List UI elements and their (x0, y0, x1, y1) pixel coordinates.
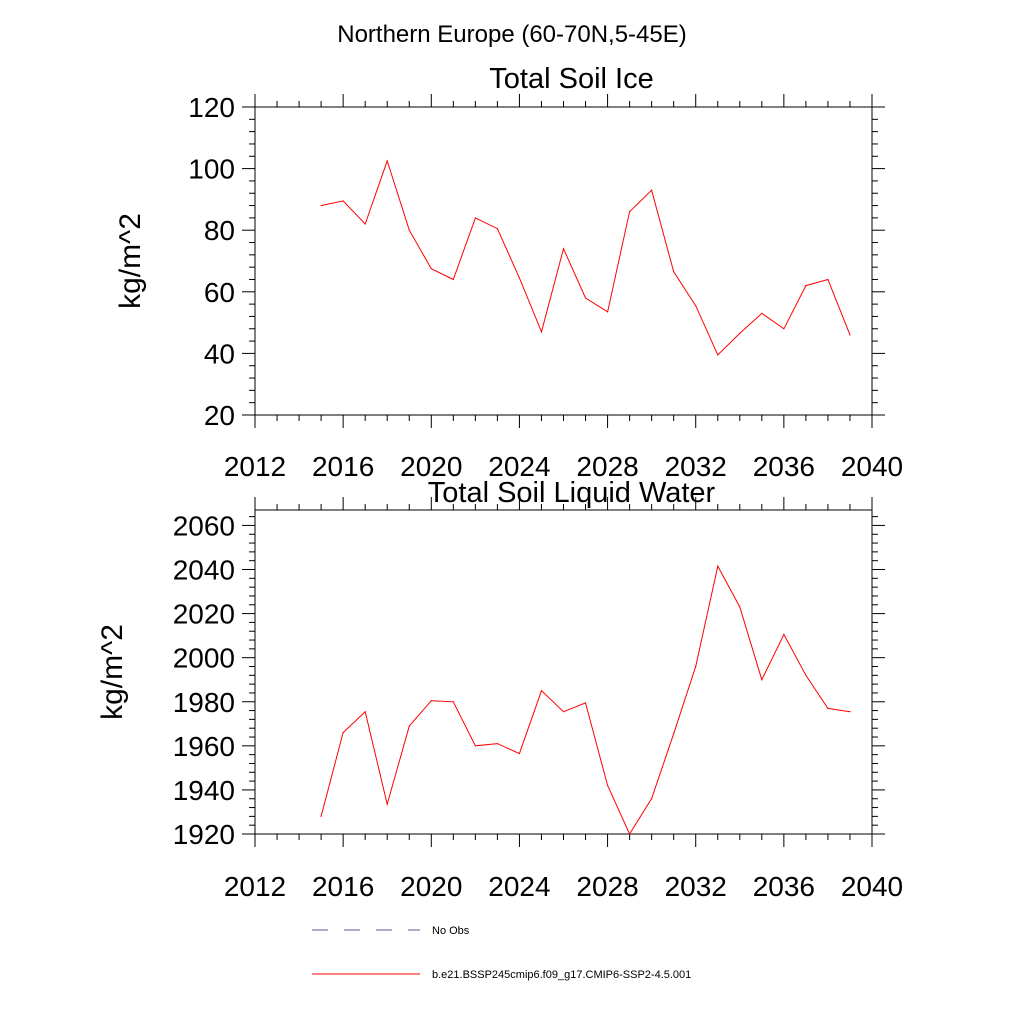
x-tick-label: 2032 (665, 871, 727, 902)
y-axis-label: kg/m^2 (96, 624, 129, 720)
x-tick-label: 2028 (576, 871, 638, 902)
data-point (540, 331, 543, 333)
data-point (717, 565, 719, 567)
data-point (540, 690, 543, 692)
data-point (452, 278, 454, 281)
y-tick-label: 1940 (173, 775, 235, 806)
data-point (584, 297, 587, 299)
x-tick-label: 2040 (841, 451, 903, 482)
y-tick-label: 1980 (173, 687, 235, 718)
data-point (364, 223, 366, 225)
data-point (386, 160, 388, 162)
x-tick-label: 2040 (841, 871, 903, 902)
figure-title: Northern Europe (60-70N,5-45E) (337, 21, 687, 48)
data-point (695, 665, 697, 668)
y-tick-label: 1960 (173, 731, 235, 762)
data-point (474, 217, 476, 219)
panel-title: Total Soil Ice (489, 63, 653, 95)
legend-label-no-obs: No Obs (432, 925, 470, 937)
data-point (408, 725, 410, 727)
y-tick-label: 2000 (173, 643, 235, 674)
legend-label-model-run: b.e21.BSSP245cmip6.f09_g17.CMIP6-SSP2-4.… (432, 969, 691, 981)
data-point (430, 268, 432, 270)
data-point (739, 606, 741, 608)
x-tick-label: 2024 (488, 451, 550, 482)
data-point (695, 305, 697, 307)
data-point (320, 204, 322, 207)
y-tick-label: 80 (204, 215, 235, 246)
x-tick-label: 2036 (753, 871, 815, 902)
data-point (849, 711, 851, 713)
y-tick-label: 1920 (173, 819, 235, 850)
x-tick-label: 2012 (224, 451, 286, 482)
x-tick-label: 2020 (400, 871, 462, 902)
data-point (606, 784, 609, 787)
data-point (606, 311, 609, 313)
data-point (761, 679, 763, 681)
data-point (651, 798, 653, 800)
y-tick-label: 120 (188, 92, 235, 123)
panel-title: Total Soil Liquid Water (428, 477, 716, 509)
y-tick-label: 2020 (173, 599, 235, 630)
soil-ice-panel: Total Soil Ice 2012 2016 2020 2024 2028 2032 20… (114, 63, 903, 482)
data-point (827, 278, 829, 281)
data-point (496, 228, 498, 230)
data-point (805, 674, 807, 676)
x-tick-label: 2020 (400, 451, 462, 482)
x-tick-label: 2036 (753, 451, 815, 482)
data-point (518, 752, 521, 755)
data-point (849, 334, 851, 336)
x-tick-label: 2016 (312, 451, 374, 482)
plot-frame (254, 106, 873, 416)
y-tick-label: 40 (204, 338, 235, 369)
data-point (827, 707, 829, 709)
plot-frame (254, 509, 873, 835)
data-point (496, 743, 498, 745)
y-tick-label: 20 (204, 400, 235, 431)
data-point (629, 833, 631, 835)
data-point (364, 711, 366, 713)
data-point (673, 271, 675, 273)
data-point (783, 328, 785, 330)
soil-liquid-water-panel: Total Soil Liquid Water 2012 2016 2020 2024 2… (96, 477, 903, 902)
y-tick-label: 100 (188, 154, 235, 185)
data-point (408, 229, 410, 231)
data-point (342, 200, 344, 202)
data-point (562, 248, 565, 250)
y-tick-label: 60 (204, 277, 235, 308)
data-point (452, 701, 454, 703)
x-tick-label: 2028 (576, 451, 638, 482)
data-point (386, 803, 388, 805)
y-tick-label: 2060 (173, 510, 235, 541)
data-point (783, 633, 785, 636)
x-tick-label: 2024 (488, 871, 550, 902)
data-point (651, 189, 653, 191)
data-point (320, 815, 322, 817)
data-point (761, 312, 763, 314)
series-line (320, 159, 851, 356)
data-point (805, 285, 807, 287)
data-point (430, 700, 432, 702)
data-point (584, 702, 587, 704)
data-point (342, 732, 344, 734)
data-point (717, 354, 719, 356)
data-point (673, 733, 675, 735)
legend: No Obs b.e21.BSSP245cmip6.f09_g17.CMIP6-… (312, 925, 691, 981)
data-point (562, 711, 565, 713)
data-point (629, 211, 631, 213)
y-tick-label: 2040 (173, 555, 235, 586)
x-tick-label: 2012 (224, 871, 286, 902)
series-line (320, 564, 851, 836)
x-tick-label: 2032 (665, 451, 727, 482)
data-point (474, 745, 476, 747)
data-point (739, 332, 741, 334)
x-tick-label: 2016 (312, 871, 374, 902)
data-point (518, 277, 521, 279)
y-axis-label: kg/m^2 (114, 213, 147, 309)
